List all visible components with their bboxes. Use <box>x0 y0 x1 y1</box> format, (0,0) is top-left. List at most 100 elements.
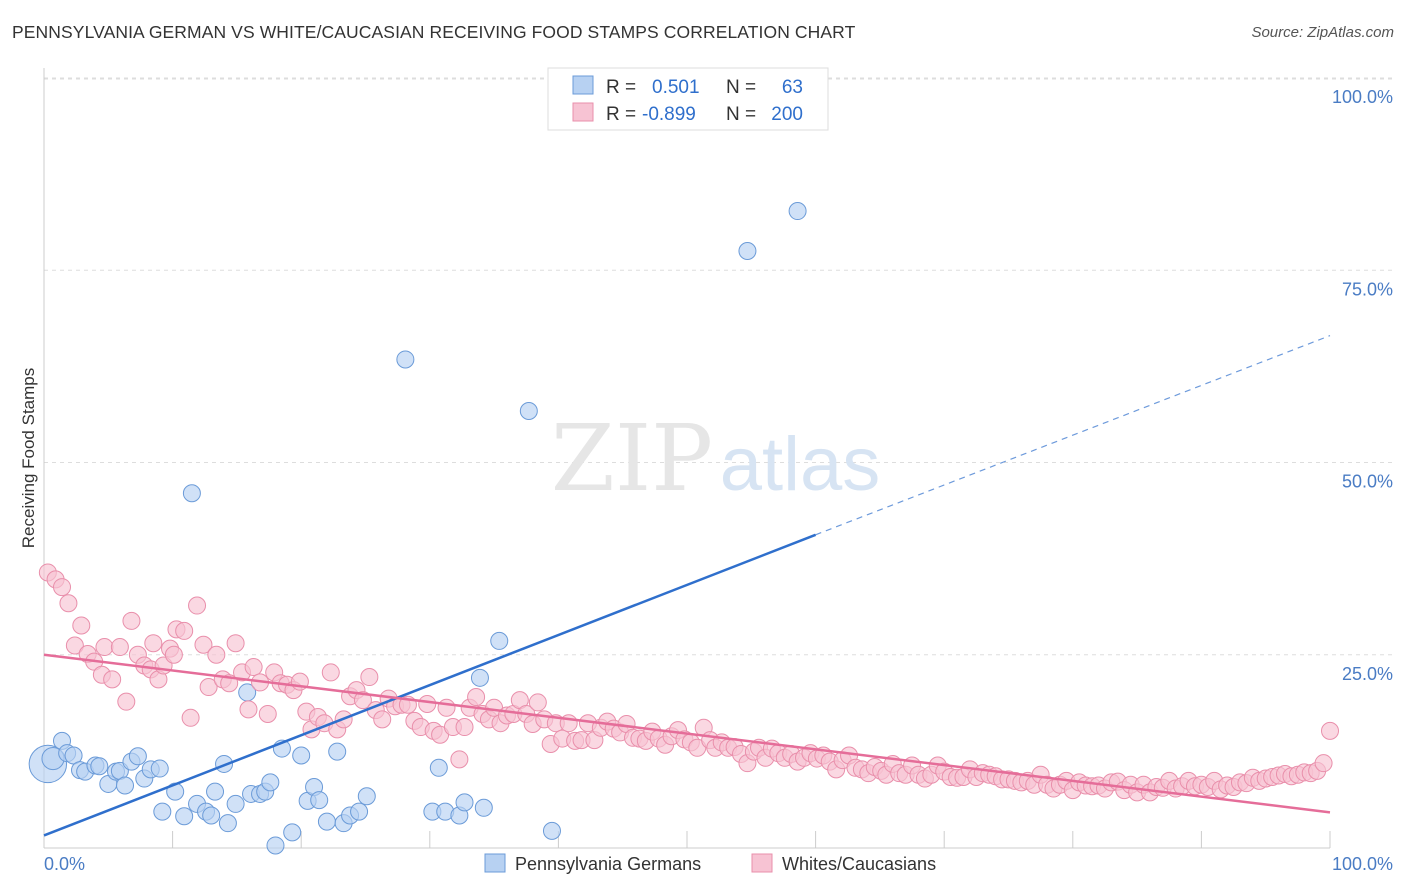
trendline-pennsylvania-germans <box>43 533 817 837</box>
legend: R = 0.501 N = 63 R = -0.899 N = 200 <box>547 67 829 131</box>
data-point <box>226 634 245 653</box>
data-point <box>207 645 226 664</box>
data-point <box>542 821 561 840</box>
y-tick-label: 100.0% <box>1332 87 1393 107</box>
bottom-legend-label-pink: Whites/Caucasians <box>782 854 936 874</box>
data-point <box>153 802 172 821</box>
legend-r-label-pink: R = <box>606 104 636 125</box>
data-point <box>202 806 221 825</box>
data-point <box>310 791 329 810</box>
legend-swatch-pink <box>572 102 594 122</box>
legend-n-label-blue: N = <box>726 77 756 98</box>
data-point <box>467 688 486 707</box>
data-point <box>59 594 78 613</box>
data-point <box>188 596 207 615</box>
legend-swatch-blue <box>572 75 594 95</box>
data-point <box>206 782 225 801</box>
trendlines <box>43 335 1331 837</box>
data-point <box>194 635 213 654</box>
data-point <box>150 759 169 778</box>
data-point <box>437 698 456 717</box>
data-point <box>283 823 302 842</box>
data-point <box>429 758 448 777</box>
data-point <box>90 757 109 776</box>
data-point <box>328 742 347 761</box>
data-point <box>455 718 474 737</box>
data-point <box>519 401 538 420</box>
data-point <box>95 638 114 657</box>
data-point <box>258 704 277 723</box>
gridlines <box>44 77 1395 656</box>
source-label: Source: ZipAtlas.com <box>1251 24 1394 41</box>
data-point <box>261 773 280 792</box>
data-point <box>65 636 84 655</box>
data-point <box>490 631 509 650</box>
data-point <box>317 812 336 831</box>
y-tick-label: 50.0% <box>1342 472 1393 492</box>
data-point <box>450 750 469 769</box>
x-tick-label: 0.0% <box>44 854 85 874</box>
data-point <box>182 484 201 503</box>
legend-r-label-blue: R = <box>606 77 636 98</box>
chart-title: PENNSYLVANIA GERMAN VS WHITE/CAUCASIAN R… <box>12 22 856 42</box>
y-tick-label: 25.0% <box>1342 664 1393 684</box>
watermark-atlas: atlas <box>720 422 881 507</box>
data-point <box>470 668 489 687</box>
legend-r-value-blue: 0.501 <box>652 77 700 98</box>
data-point <box>353 691 372 710</box>
series-pennsylvania-germans <box>28 202 807 855</box>
data-point <box>239 700 258 719</box>
watermark: ZIP atlas <box>551 405 880 512</box>
axes <box>43 68 1331 849</box>
legend-n-value-pink: 200 <box>771 104 803 125</box>
data-point <box>528 693 547 712</box>
x-tick-label: 100.0% <box>1332 854 1393 874</box>
data-point <box>122 611 141 630</box>
bottom-legend-swatch-blue <box>484 853 506 873</box>
legend-n-label-pink: N = <box>726 104 756 125</box>
data-point <box>360 668 379 687</box>
data-point <box>244 658 263 677</box>
data-point <box>175 807 194 826</box>
y-axis-title: Receiving Food Stamps <box>19 368 38 548</box>
data-point <box>218 814 237 833</box>
data-point <box>181 708 200 727</box>
data-point <box>53 578 72 597</box>
data-point <box>1321 721 1339 740</box>
data-point <box>373 710 392 729</box>
y-tick-label: 75.0% <box>1342 279 1393 299</box>
data-point <box>474 798 493 817</box>
data-point <box>321 663 340 682</box>
data-point <box>226 794 245 813</box>
data-point <box>128 747 147 766</box>
data-point <box>738 242 757 261</box>
legend-box <box>547 67 829 131</box>
data-point <box>199 678 218 697</box>
data-point <box>164 645 183 664</box>
data-point <box>117 692 136 711</box>
data-point <box>788 202 807 221</box>
data-point <box>418 694 437 713</box>
data-point <box>396 350 415 369</box>
data-point <box>110 638 129 657</box>
bottom-legend: Pennsylvania Germans Whites/Caucasians <box>484 853 936 874</box>
trendline-pennsylvania-germans-extension <box>815 335 1331 536</box>
watermark-zip: ZIP <box>551 405 713 512</box>
bottom-legend-swatch-pink <box>751 853 773 873</box>
data-point <box>116 776 135 795</box>
data-point <box>144 634 163 653</box>
data-point <box>103 670 122 689</box>
data-point <box>357 787 376 806</box>
data-point <box>266 836 285 855</box>
data-point <box>72 616 91 635</box>
legend-r-value-pink: -0.899 <box>642 104 696 125</box>
trendline-whites-caucasians <box>43 653 1331 814</box>
data-point <box>350 802 369 821</box>
legend-n-value-blue: 63 <box>782 77 803 98</box>
bottom-legend-label-blue: Pennsylvania Germans <box>515 854 701 874</box>
series-whites-caucasians <box>38 563 1339 802</box>
data-point <box>175 621 194 640</box>
data-point <box>292 746 311 765</box>
data-point <box>1314 754 1333 773</box>
